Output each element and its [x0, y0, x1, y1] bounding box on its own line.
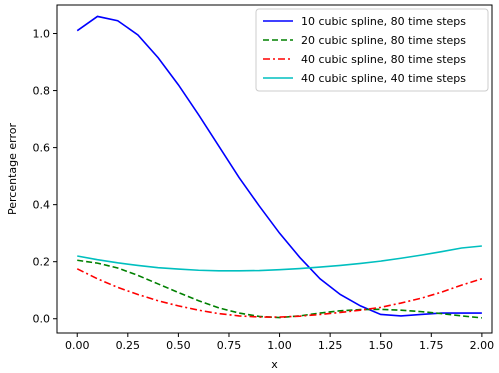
x-axis-label: x: [271, 358, 278, 371]
x-tick-label: 1.00: [267, 339, 292, 352]
series-line-3: [76, 268, 483, 318]
plot-frame: [56, 4, 493, 334]
legend-entry: 40 cubic spline, 40 time steps: [301, 72, 466, 85]
x-tick-label: 0.75: [217, 339, 242, 352]
y-tick-label: 0.2: [33, 256, 51, 269]
y-tick-label: 0.8: [33, 85, 51, 98]
x-tick-label: 1.50: [368, 339, 393, 352]
x-tick-label: 1.75: [419, 339, 444, 352]
legend-box: [255, 8, 489, 92]
x-tick-label: 2.00: [470, 339, 495, 352]
y-axis: 0.0 0.2 0.4 0.6 0.8 1.0: [33, 28, 57, 326]
x-axis: 0.00 0.25 0.50 0.75 1.00 1.25 1.50 1.75 2.00: [65, 333, 494, 352]
x-tick-label: 0.25: [116, 339, 141, 352]
x-tick-label: 0.00: [65, 339, 90, 352]
legend-entry: 10 cubic spline, 80 time steps: [301, 15, 466, 28]
x-tick-label: 1.25: [318, 339, 343, 352]
y-axis-label: Percentage error: [6, 123, 19, 215]
legend-entry: 20 cubic spline, 80 time steps: [301, 34, 466, 47]
series-lines: [76, 15, 483, 319]
y-tick-label: 0.0: [33, 313, 51, 326]
y-tick-label: 0.4: [33, 199, 51, 212]
y-tick-label: 1.0: [33, 28, 51, 41]
series-line-4: [77, 245, 482, 272]
legend: 10 cubic spline, 80 time steps 20 cubic s…: [255, 8, 489, 92]
x-tick-label: 0.50: [166, 339, 191, 352]
series-line-1: [76, 15, 482, 317]
y-tick-label: 0.6: [33, 142, 51, 155]
legend-entry: 40 cubic spline, 80 time steps: [301, 53, 466, 66]
